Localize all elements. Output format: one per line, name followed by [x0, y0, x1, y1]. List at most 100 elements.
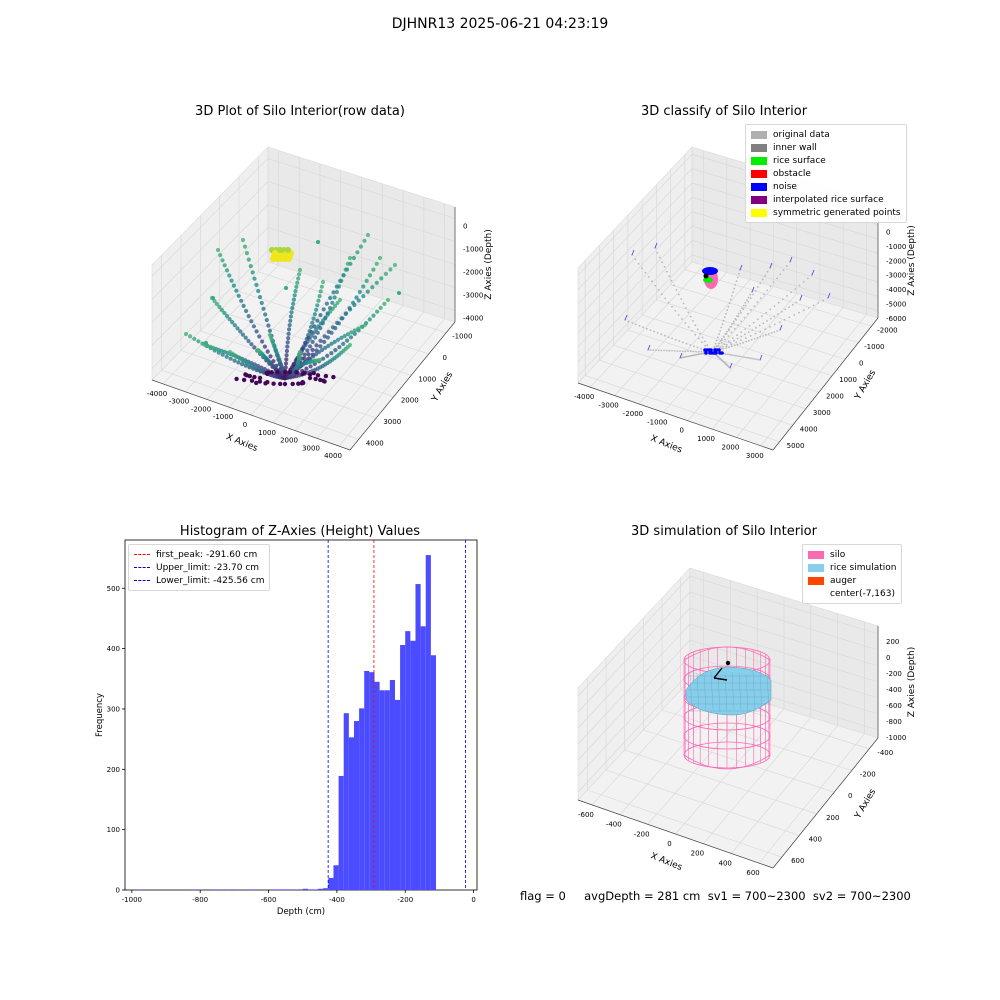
- scatter-point: [375, 309, 380, 314]
- histogram-bar: [353, 721, 360, 890]
- scatter-point: [766, 270, 769, 273]
- scatter-point: [254, 329, 259, 334]
- scatter-point: [262, 344, 267, 349]
- scatter-point: [751, 329, 754, 331]
- legend-line: [134, 580, 150, 581]
- scatter-point: [188, 334, 193, 339]
- center-point: [725, 660, 731, 666]
- scatter-point: [812, 304, 815, 307]
- scatter-point: [660, 349, 663, 352]
- scatter-point: [314, 352, 319, 357]
- scatter-point: [306, 352, 311, 357]
- scatter-point: [749, 297, 752, 300]
- scatter-point: [678, 340, 681, 342]
- histogram-bar: [420, 626, 426, 890]
- scatter-point: [358, 244, 363, 249]
- scatter-point: [316, 240, 320, 244]
- scatter-point: [674, 310, 677, 312]
- scatter-point: [722, 348, 725, 350]
- scatter-point: [744, 302, 747, 304]
- y-tick-label: 3000: [813, 409, 831, 417]
- scatter-point: [379, 276, 384, 281]
- scatter-point: [354, 295, 359, 300]
- classify-z-axis-label: Z Axies (Depth): [907, 225, 917, 296]
- scatter-point: [315, 318, 320, 323]
- noise-mark: [751, 286, 755, 293]
- x-tick-label: -2000: [191, 405, 211, 413]
- grid-line: [267, 181, 456, 242]
- scatter-point: [299, 381, 304, 386]
- scatter-point: [777, 313, 779, 315]
- scatter-point: [323, 316, 328, 321]
- rice-surface: [685, 666, 772, 716]
- y-tick-label: 300: [107, 705, 120, 713]
- scatter-point: [679, 350, 681, 352]
- grid-line: [614, 272, 728, 396]
- legend-label: symmetric generated points: [773, 207, 901, 218]
- scatter-point: [315, 373, 321, 378]
- scatter-point: [700, 350, 703, 353]
- classify-surface-cluster: [702, 267, 718, 289]
- z-tick-label: -1000: [886, 243, 906, 251]
- scatter-point: [263, 312, 268, 317]
- scatter-point: [255, 347, 261, 353]
- x-tick-label: -400: [329, 896, 345, 904]
- scatter-point: [744, 333, 746, 336]
- scatter-point: [325, 335, 330, 340]
- scatter-point: [739, 342, 742, 345]
- rice-surface: [703, 277, 713, 283]
- scatter-point: [741, 355, 743, 358]
- x-axis-label: Depth (cm): [277, 907, 325, 917]
- scatter-point: [780, 310, 783, 313]
- scatter-point: [322, 379, 327, 384]
- scatter-point: [700, 347, 702, 350]
- scatter-point: [361, 294, 366, 299]
- scatter-point: [676, 350, 679, 352]
- scatter-point: [734, 284, 737, 286]
- grid-line: [316, 311, 425, 439]
- scatter-point: [764, 334, 767, 336]
- scatter-point: [748, 324, 751, 327]
- y-tick-label: 100: [107, 826, 120, 834]
- figure-title: DJHNR13 2025-06-21 04:23:19: [391, 16, 609, 32]
- histogram-bar: [312, 889, 319, 890]
- scatter-point: [318, 289, 323, 294]
- scatter-point: [719, 340, 722, 343]
- grid-line: [689, 591, 879, 651]
- scatter-point: [257, 379, 263, 384]
- scatter-point: [288, 318, 293, 323]
- scatter-point: [287, 323, 292, 328]
- scatter-point: [222, 310, 227, 316]
- scatter-point: [740, 335, 743, 338]
- scatter-point: [715, 339, 718, 342]
- z-tick-label: -2000: [463, 269, 483, 277]
- y-tick-label: 400: [107, 645, 120, 653]
- scatter-point: [342, 333, 347, 339]
- scatter-point: [773, 323, 776, 326]
- y-tick-label: 2000: [401, 397, 419, 405]
- scatter-point: [728, 329, 730, 332]
- scatter-point: [323, 373, 329, 379]
- scatter-point: [745, 356, 747, 359]
- scatter-point: [227, 349, 233, 355]
- scatter-point: [681, 356, 684, 359]
- scatter-point: [320, 321, 325, 326]
- scatter-point: [326, 343, 331, 348]
- histogram-bar: [430, 655, 436, 890]
- scatter-point: [259, 300, 264, 306]
- scatter-point: [315, 330, 320, 335]
- x-tick-label: -200: [634, 830, 650, 838]
- scatter-point: [277, 247, 283, 253]
- scatter-point: [747, 356, 749, 359]
- scatter-point: [715, 345, 718, 348]
- scatter-point: [631, 322, 634, 324]
- scatter-point: [766, 320, 768, 322]
- y-tick-label: 0: [848, 792, 852, 800]
- raw-floor-cluster: [234, 369, 336, 387]
- rice-mesh-line: [759, 672, 763, 711]
- grid-line: [577, 254, 693, 377]
- legend-label: rice simulation: [830, 562, 897, 573]
- grid-line: [624, 749, 817, 815]
- sim-y-axis-label: Y Axies: [853, 787, 879, 821]
- panel2-title: 3D classify of Silo Interior: [640, 104, 808, 119]
